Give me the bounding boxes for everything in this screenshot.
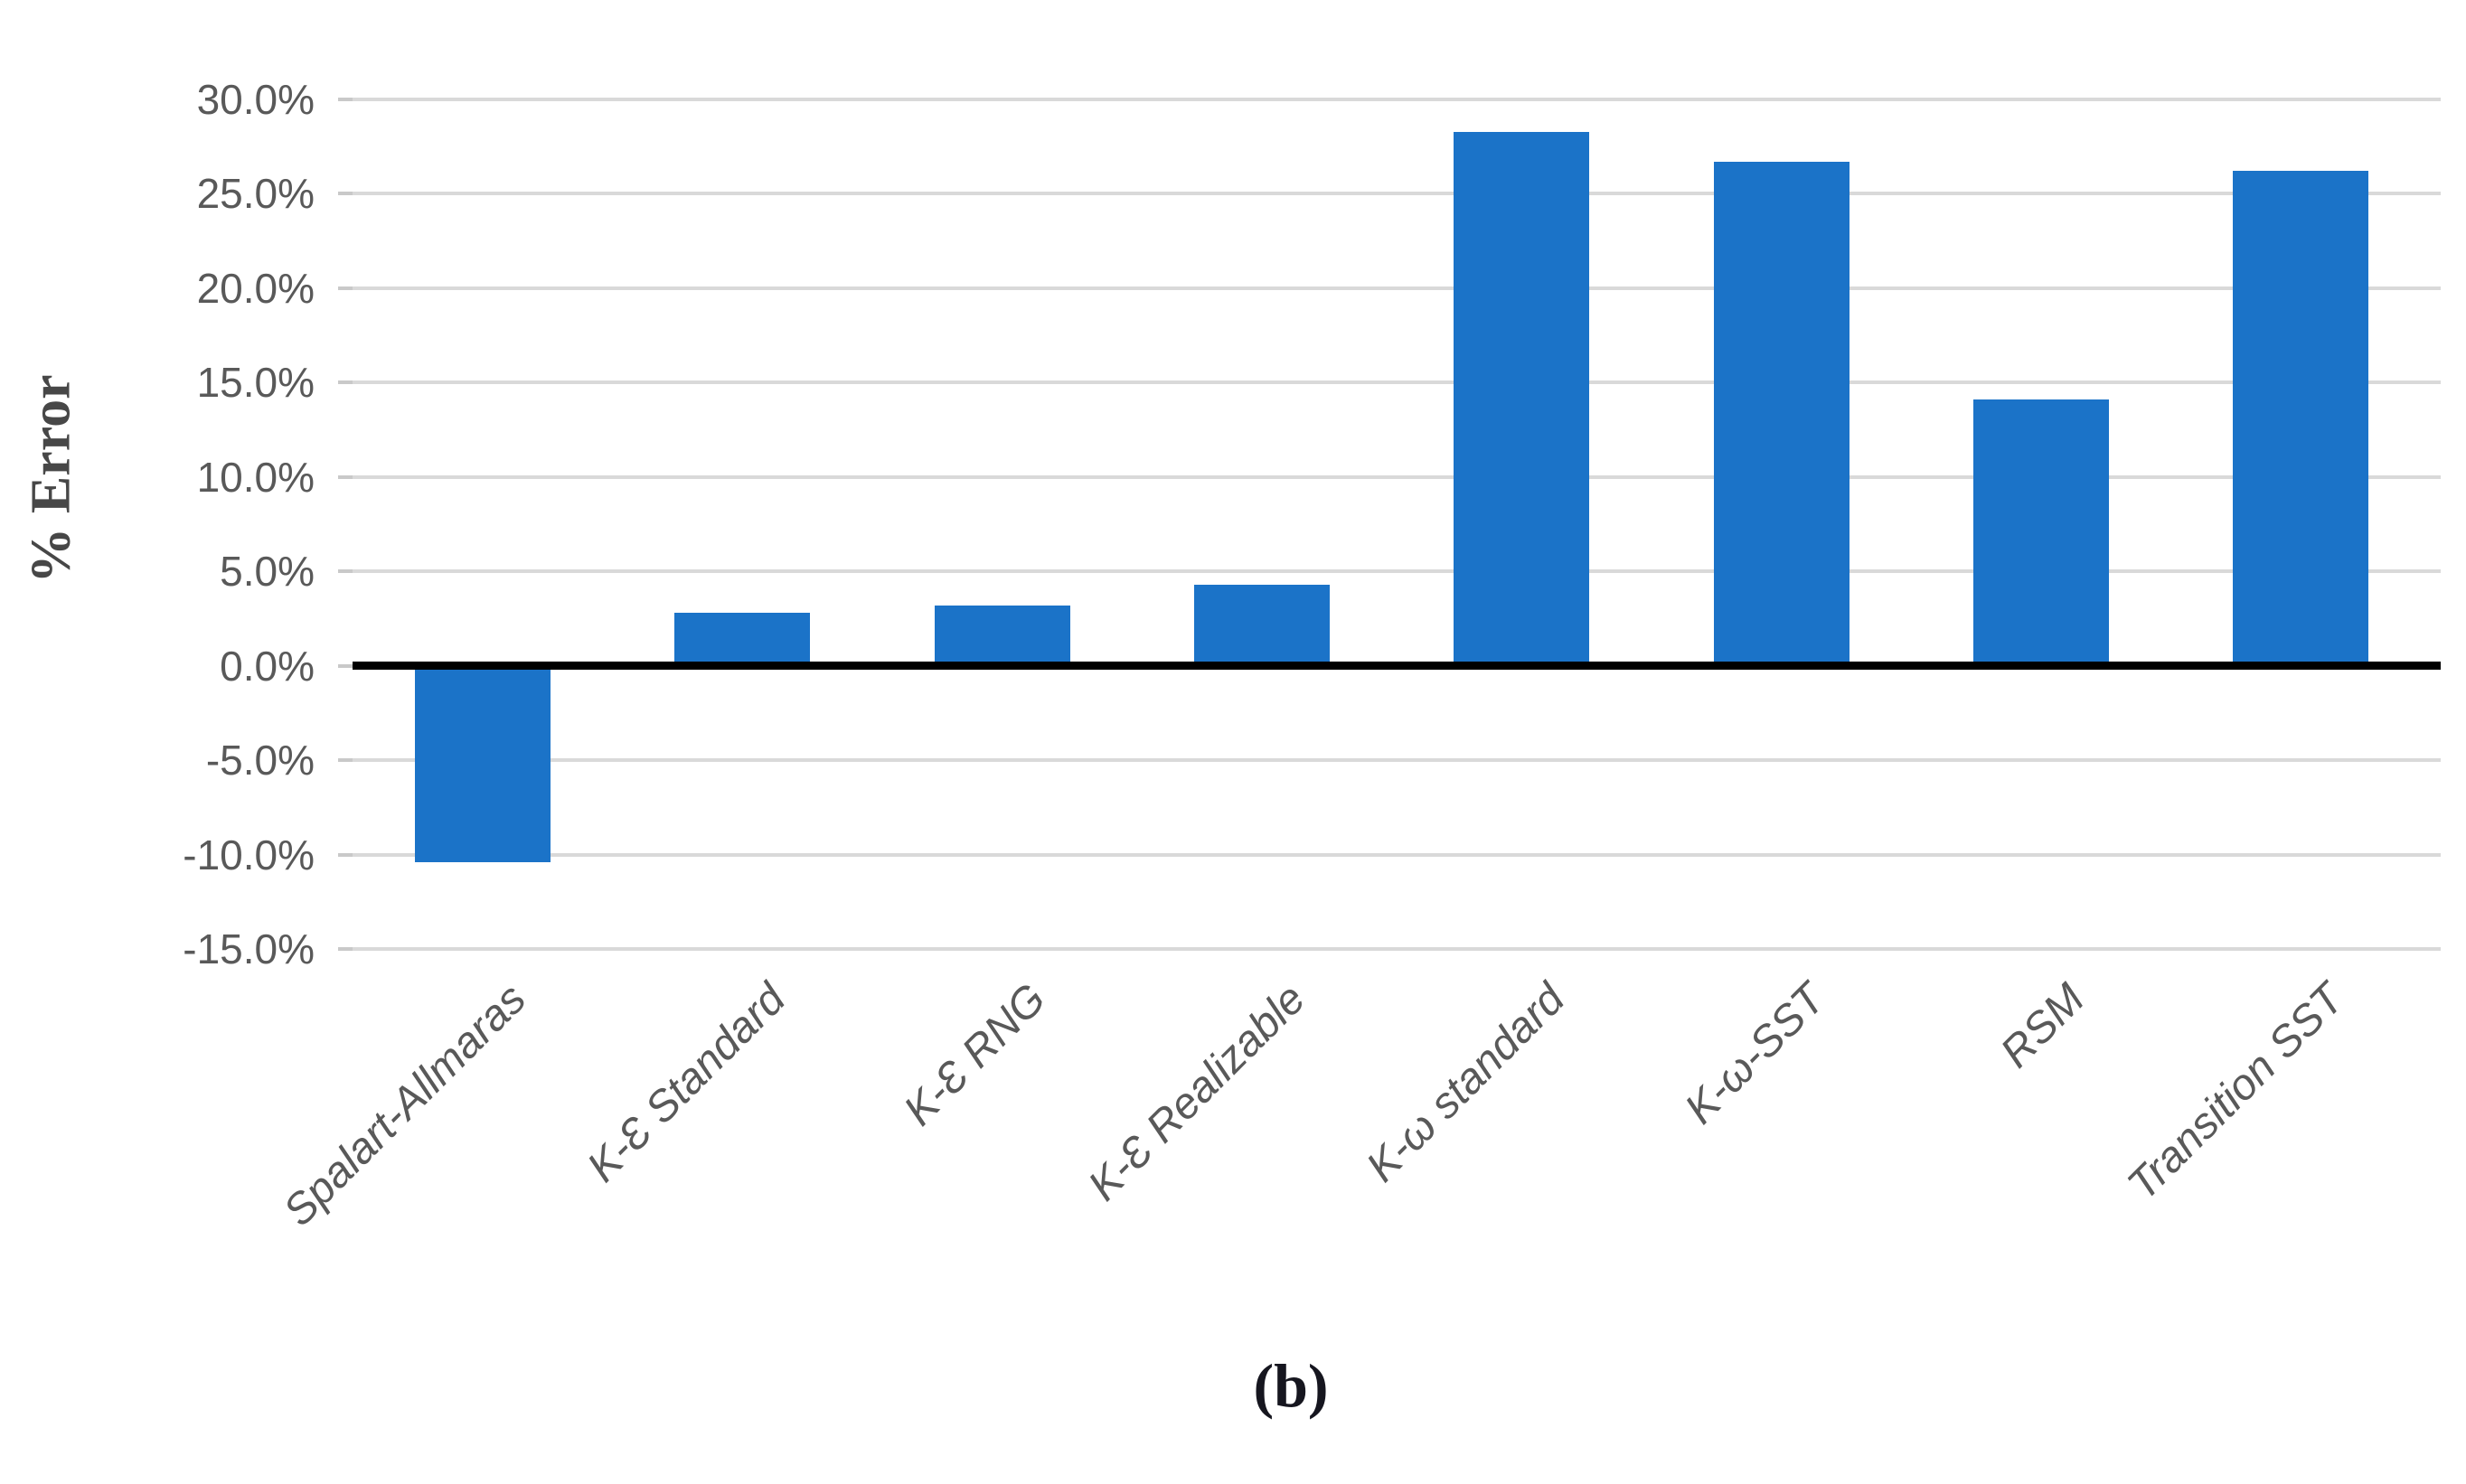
bar-K-Ɛ Standard — [674, 613, 811, 666]
figure-caption: (b) — [1253, 1351, 1329, 1420]
bar-K-Ɛ Realizable — [1193, 584, 1330, 666]
bar-Transition SST — [2233, 171, 2369, 666]
y-tick-mark — [338, 947, 353, 952]
y-tick-label: 0.0% — [220, 642, 315, 690]
y-tick-mark — [338, 192, 353, 196]
x-tick-label-Spalart-Allmaras: Spalart-Allmaras — [274, 974, 536, 1236]
gridline-20 — [353, 286, 2441, 290]
y-tick-mark — [338, 474, 353, 479]
x-tick-label-Transition SST: Transition SST — [2118, 974, 2354, 1210]
gridline-15 — [353, 380, 2441, 385]
y-tick-mark — [338, 98, 353, 101]
x-tick-label-K-Ɛ Standard: K-Ɛ Standard — [579, 974, 795, 1192]
x-tick-label-K-ω standard: K-ω standard — [1358, 974, 1575, 1192]
x-tick-label-RSM: RSM — [1991, 974, 2094, 1077]
y-axis-title: % Error — [20, 374, 82, 584]
x-tick-label-K-Ɛ Realizable: K-Ɛ Realizable — [1078, 974, 1315, 1210]
bar-RSM — [1972, 399, 2109, 666]
y-tick-label: 25.0% — [196, 170, 315, 218]
y-tick-label: -10.0% — [183, 831, 315, 878]
y-tick-label: 15.0% — [196, 359, 315, 407]
gridline-30 — [353, 98, 2441, 101]
bar-Spalart-Allmaras — [415, 665, 551, 862]
y-tick-mark — [338, 380, 353, 385]
y-tick-label: 5.0% — [220, 548, 315, 596]
gridline--5 — [353, 758, 2441, 763]
x-tick-label-K-ω-SST: K-ω-SST — [1675, 974, 1834, 1133]
gridline--15 — [353, 947, 2441, 952]
bar-K-ω standard — [1454, 131, 1590, 666]
bar-K-ω-SST — [1713, 161, 1850, 666]
y-tick-label: 30.0% — [196, 76, 315, 123]
gridline-5 — [353, 569, 2441, 574]
y-tick-label: -5.0% — [205, 737, 315, 784]
y-tick-label: 20.0% — [196, 264, 315, 312]
y-tick-mark — [338, 758, 353, 763]
y-tick-mark — [338, 569, 353, 574]
gridline--10 — [353, 852, 2441, 857]
y-tick-mark — [338, 663, 353, 668]
y-tick-label: -15.0% — [183, 925, 315, 973]
bar-K-Ɛ RNG — [934, 605, 1070, 666]
y-tick-label: 10.0% — [196, 453, 315, 501]
y-tick-mark — [338, 852, 353, 857]
gridline-10 — [353, 474, 2441, 479]
zero-axis-line — [353, 662, 2441, 671]
gridline-25 — [353, 192, 2441, 196]
y-tick-mark — [338, 286, 353, 290]
x-tick-label-K-Ɛ RNG: K-Ɛ RNG — [894, 974, 1055, 1135]
